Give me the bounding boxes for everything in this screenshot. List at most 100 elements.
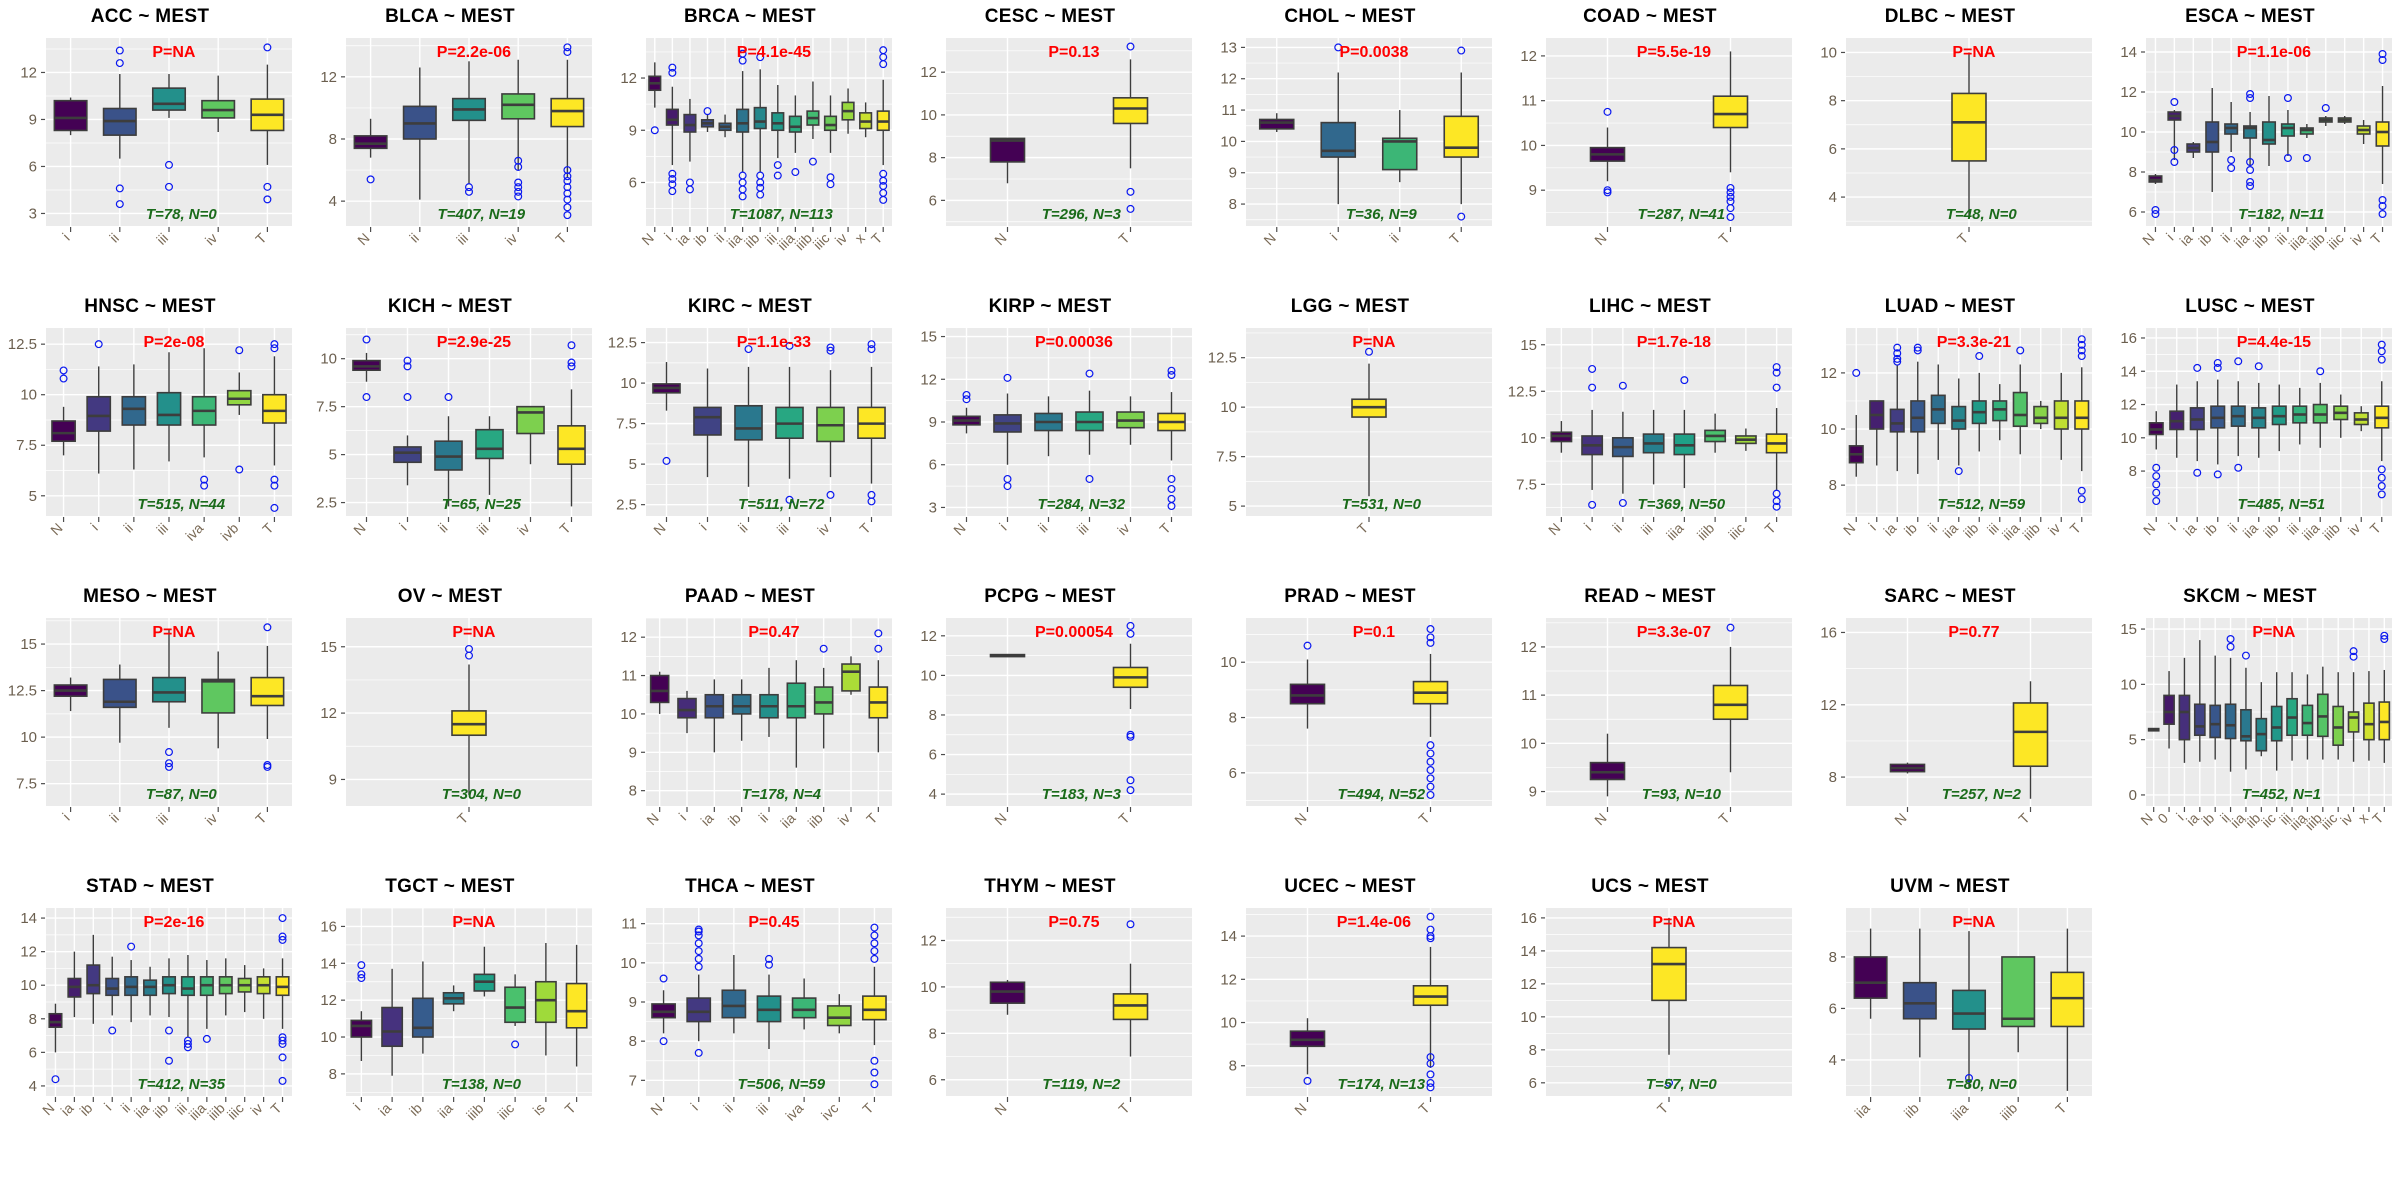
svg-text:ia: ia	[697, 810, 716, 829]
svg-text:T: T	[1954, 229, 1972, 247]
svg-text:12.5: 12.5	[608, 335, 637, 352]
svg-text:T=511, N=72: T=511, N=72	[738, 496, 825, 513]
svg-text:6: 6	[929, 192, 937, 209]
svg-text:T=119, N=2: T=119, N=2	[1042, 1076, 1121, 1093]
svg-text:P=1.7e-18: P=1.7e-18	[1637, 334, 1711, 351]
plot-area: 3 6 9 12 i ii iii iv T P=NA T=78, N=0	[0, 32, 300, 290]
svg-text:iii: iii	[1984, 520, 2002, 538]
svg-text:12: 12	[320, 69, 337, 86]
svg-text:9: 9	[629, 994, 637, 1011]
svg-text:12: 12	[2120, 397, 2137, 414]
svg-text:9: 9	[1529, 182, 1537, 199]
svg-text:4: 4	[329, 193, 337, 210]
svg-text:T: T	[1156, 519, 1174, 537]
svg-text:6: 6	[629, 174, 637, 191]
svg-text:8: 8	[1229, 1058, 1237, 1075]
svg-text:T=452, N=1: T=452, N=1	[2242, 786, 2321, 803]
svg-text:15: 15	[920, 329, 937, 346]
svg-text:iiic: iiic	[224, 1100, 247, 1123]
svg-text:T=369, N=50: T=369, N=50	[1638, 496, 1726, 513]
svg-text:N: N	[643, 810, 661, 828]
svg-text:P=0.75: P=0.75	[1048, 914, 1099, 931]
svg-text:iib: iib	[1901, 1100, 1922, 1121]
svg-text:8: 8	[2129, 164, 2137, 181]
svg-text:ii: ii	[1609, 520, 1625, 536]
plot-area: 9 10 11 12 N T P=5.5e-19 T=287, N=41	[1500, 32, 1800, 290]
svg-text:iv: iv	[202, 230, 220, 248]
svg-text:T: T	[259, 519, 277, 537]
svg-text:iiic: iiic	[494, 1100, 517, 1123]
panel-ucec: UCEC ~ MEST 8 10 12 14 N T P=1.4e-06 T=174, N=13	[1200, 870, 1500, 1160]
svg-text:T: T	[2367, 519, 2385, 537]
panel-title: STAD ~ MEST	[85, 876, 215, 897]
svg-text:11: 11	[1521, 93, 1537, 110]
svg-text:10: 10	[20, 729, 37, 746]
svg-text:iii: iii	[153, 810, 171, 828]
svg-text:4: 4	[929, 786, 937, 803]
svg-text:iib: iib	[1960, 520, 1981, 541]
plot-area: 8 10 12 14 N T P=1.4e-06 T=174, N=13	[1200, 902, 1500, 1160]
svg-text:T: T	[561, 1099, 579, 1117]
svg-text:iva: iva	[782, 1100, 806, 1124]
svg-text:10: 10	[2120, 124, 2137, 141]
svg-text:iiib: iiib	[463, 1100, 487, 1124]
svg-text:10: 10	[920, 107, 937, 124]
svg-text:6: 6	[29, 158, 37, 175]
svg-text:6: 6	[2129, 204, 2137, 221]
svg-text:0: 0	[2154, 810, 2171, 827]
svg-text:ii: ii	[720, 1100, 736, 1116]
svg-text:P=NA: P=NA	[1352, 334, 1396, 351]
svg-text:iv: iv	[835, 810, 853, 828]
svg-text:12: 12	[920, 64, 937, 81]
panel-title: KIRP ~ MEST	[988, 296, 1112, 317]
svg-text:9: 9	[629, 122, 637, 139]
svg-text:T=65, N=25: T=65, N=25	[442, 496, 522, 513]
plot-area: 4 6 8 10 T P=NA T=48, N=0	[1800, 32, 2100, 290]
svg-text:10: 10	[1220, 1015, 1237, 1032]
svg-text:iib: iib	[150, 1100, 171, 1121]
svg-text:iii: iii	[1074, 520, 1092, 538]
svg-text:iv: iv	[1114, 520, 1132, 538]
panel-title: LIHC ~ MEST	[1588, 296, 1712, 317]
svg-text:T: T	[2369, 809, 2387, 827]
svg-text:ib: ib	[406, 1100, 425, 1119]
svg-text:ia: ia	[673, 230, 692, 249]
svg-text:11: 11	[1221, 102, 1237, 119]
svg-text:iv: iv	[502, 230, 520, 248]
svg-text:x: x	[852, 230, 868, 246]
panel-cesc: CESC ~ MEST 6 8 10 12 N T P=0.13 T=296, N=3	[900, 0, 1200, 290]
svg-text:N: N	[1591, 230, 1609, 248]
svg-text:5: 5	[1229, 498, 1237, 515]
svg-text:iii: iii	[774, 520, 792, 538]
svg-text:N: N	[1840, 520, 1858, 538]
panel-title: SARC ~ MEST	[1884, 586, 2016, 607]
svg-text:10: 10	[1820, 44, 1837, 61]
svg-text:14: 14	[320, 955, 337, 972]
svg-text:5: 5	[629, 456, 637, 473]
svg-text:N: N	[650, 520, 668, 538]
svg-text:ib: ib	[1901, 520, 1920, 539]
svg-text:P=NA: P=NA	[1952, 914, 1996, 931]
svg-text:T: T	[2067, 519, 2085, 537]
svg-text:T=494, N=52: T=494, N=52	[1338, 786, 1426, 803]
svg-text:iiic: iiic	[2317, 810, 2340, 833]
svg-text:iv: iv	[247, 1100, 265, 1118]
svg-text:T: T	[454, 809, 472, 827]
svg-text:N: N	[1591, 810, 1609, 828]
svg-text:8: 8	[1829, 949, 1837, 966]
svg-text:8: 8	[329, 131, 337, 148]
svg-text:8: 8	[329, 1066, 337, 1083]
svg-text:P=0.47: P=0.47	[748, 624, 799, 641]
svg-text:14: 14	[1220, 928, 1237, 945]
svg-text:ii: ii	[755, 810, 771, 826]
panel-title: ESCA ~ MEST	[2185, 6, 2315, 27]
svg-text:15: 15	[320, 639, 337, 656]
svg-text:14: 14	[1520, 943, 1537, 960]
svg-text:11: 11	[621, 916, 637, 933]
svg-text:14: 14	[20, 910, 37, 927]
svg-text:P=0.13: P=0.13	[1048, 44, 1099, 61]
